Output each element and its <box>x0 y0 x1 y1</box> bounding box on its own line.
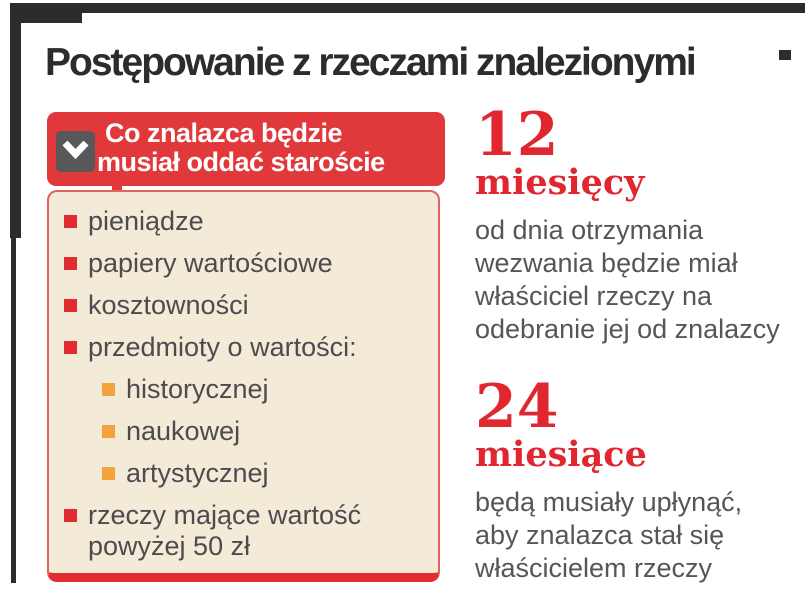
red-square-bullet-icon <box>64 341 77 354</box>
found-items-list: pieniądze papiery wartościowe kosztownoś… <box>49 192 438 562</box>
header-badge-text: Co znalazca będzie musiał oddać starości… <box>97 112 445 177</box>
title-end-mark-square <box>779 50 791 60</box>
list-item: papiery wartościowe <box>64 248 430 279</box>
red-square-bullet-icon <box>64 509 77 522</box>
found-items-panel: pieniądze papiery wartościowe kosztownoś… <box>47 190 440 582</box>
list-item-label: pieniądze <box>88 206 204 236</box>
list-item-label: historycznej <box>126 374 269 404</box>
list-item-label: przedmioty o wartości: <box>88 332 357 362</box>
period-description: będą musiały upłynąć, aby znalazca stał … <box>475 487 743 583</box>
page-title: Postępowanie z rzeczami znalezionymi <box>45 41 697 84</box>
list-subitem: artystycznej <box>64 458 430 489</box>
list-subitem: historycznej <box>64 374 430 405</box>
red-square-bullet-icon <box>64 299 77 312</box>
header-badge: Co znalazca będzie musiał oddać starości… <box>47 112 445 186</box>
period-description: od dnia otrzymania wezwania będzie miał … <box>475 215 780 344</box>
period-unit: miesięcy <box>475 162 645 203</box>
connector-stem <box>112 178 122 194</box>
list-subitem: naukowej <box>64 416 430 447</box>
frame-top-bar <box>10 3 805 13</box>
frame-left-bar <box>10 3 21 238</box>
chevron-down-icon <box>61 138 90 166</box>
header-line-2: musiał oddać staroście <box>97 147 385 177</box>
list-item-label: artystycznej <box>126 458 269 488</box>
red-square-bullet-icon <box>64 215 77 228</box>
list-item: kosztowności <box>64 290 430 321</box>
list-item: rzeczy mające wartość powyżej 50 zł <box>64 500 430 562</box>
list-item-label: papiery wartościowe <box>88 248 333 278</box>
red-square-bullet-icon <box>64 257 77 270</box>
period-number: 12 <box>475 100 559 170</box>
list-item: pieniądze <box>64 206 430 237</box>
period-unit: miesiące <box>475 434 647 475</box>
chevron-icon-box <box>56 131 95 172</box>
period-number: 24 <box>475 372 559 442</box>
frame-corner-stub <box>10 3 82 23</box>
list-item: przedmioty o wartości: <box>64 332 430 363</box>
orange-square-bullet-icon <box>102 425 115 438</box>
list-item-label: naukowej <box>126 416 241 446</box>
period-24-months: 24 miesiące będą musiały upłynąć, aby zn… <box>475 372 795 585</box>
header-line-1: Co znalazca będzie <box>105 118 343 148</box>
list-item-label: kosztowności <box>88 290 249 320</box>
orange-square-bullet-icon <box>102 467 115 480</box>
list-item-label: rzeczy mające wartość powyżej 50 zł <box>88 500 362 561</box>
period-12-months: 12 miesięcy od dnia otrzymania wezwania … <box>475 100 795 346</box>
frame-left-thin-bar <box>11 235 16 583</box>
orange-square-bullet-icon <box>102 383 115 396</box>
